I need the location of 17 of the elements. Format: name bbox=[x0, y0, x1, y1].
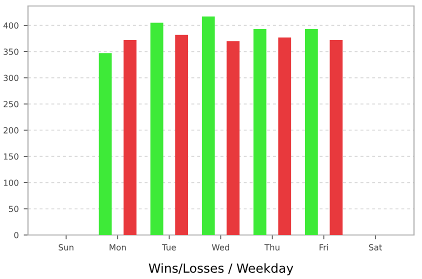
y-tick-label: 400 bbox=[3, 22, 18, 29]
y-tick-label: 150 bbox=[4, 153, 18, 160]
y-tick-label: 0 bbox=[14, 232, 18, 238]
y-tick-label: 100 bbox=[4, 180, 18, 186]
x-tick-label: Thu bbox=[264, 244, 280, 250]
x-tick-label: Sun bbox=[58, 244, 74, 250]
x-tick-label: Sat bbox=[369, 244, 382, 250]
x-tick-label: Wed bbox=[212, 244, 230, 250]
y-tick-label: 350 bbox=[4, 48, 18, 55]
y-tick-label: 200 bbox=[4, 127, 18, 134]
y-tick-label: 50 bbox=[9, 206, 18, 212]
y-tick-label: 300 bbox=[4, 74, 18, 82]
x-tick-label: Tue bbox=[162, 244, 176, 250]
y-tick-label: 250 bbox=[4, 100, 18, 108]
x-tick-label: Mon bbox=[110, 244, 126, 250]
x-axis-title: Wins/Losses / Weekday bbox=[148, 263, 294, 276]
x-tick-label: Fri bbox=[320, 244, 328, 250]
